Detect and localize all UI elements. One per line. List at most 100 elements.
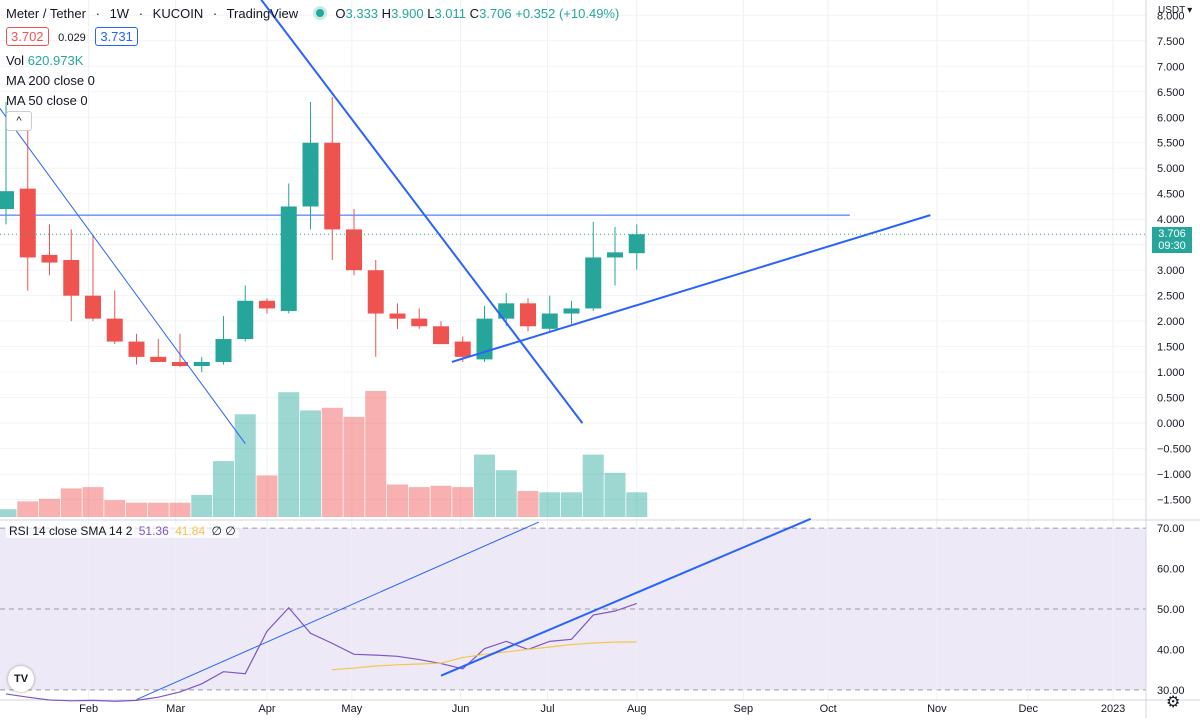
- volume-bar: [474, 454, 495, 517]
- interval-label[interactable]: 1W: [109, 6, 130, 21]
- volume-bar: [561, 492, 582, 517]
- bid-ask-row: 3.702 0.029 3.731: [6, 27, 144, 46]
- price-tick-label: 7.000: [1157, 61, 1185, 73]
- candle-body: [563, 308, 580, 314]
- volume-bar: [169, 502, 191, 517]
- currency-label[interactable]: USDT ▾: [1158, 5, 1192, 16]
- candle-body: [628, 234, 645, 254]
- price-tick-label: 0.500: [1157, 393, 1185, 405]
- volume-bar: [387, 484, 408, 517]
- volume-bar: [495, 470, 517, 517]
- candle-body: [585, 257, 602, 309]
- price-tick-label: 1.500: [1157, 342, 1185, 354]
- collapse-legend-button[interactable]: ^: [6, 111, 32, 131]
- time-tick-label: Feb: [79, 703, 98, 715]
- trendline: [260, 0, 584, 424]
- price-tick-label: 8.000: [1157, 10, 1185, 22]
- rsi-title: RSI 14 close SMA 14 2: [9, 524, 133, 538]
- tradingview-logo-icon[interactable]: TV: [8, 666, 34, 692]
- candle-body: [498, 303, 515, 319]
- trendline: [451, 214, 931, 363]
- volume-bar: [626, 492, 648, 517]
- volume-bar: [321, 407, 343, 517]
- rsi-tick-label: 70.00: [1157, 523, 1185, 535]
- candle-body: [476, 318, 493, 360]
- rsi-extra: ∅ ∅: [211, 524, 236, 538]
- market-status-dot-icon: [315, 9, 324, 17]
- source-label: TradingView: [226, 6, 299, 21]
- candle-body: [607, 252, 623, 258]
- candle-body: [128, 341, 145, 357]
- volume-bar: [300, 410, 321, 517]
- volume-bar: [539, 492, 561, 517]
- rsi-legend[interactable]: RSI 14 close SMA 14 2 51.36 41.84 ∅ ∅: [6, 524, 239, 538]
- volume-bar: [430, 485, 452, 517]
- rsi-tick-label: 60.00: [1157, 564, 1185, 576]
- candle-body: [367, 270, 384, 314]
- price-tick-label: −1.500: [1157, 495, 1191, 507]
- volume-bar: [17, 501, 39, 517]
- ohlc-low-label: L: [427, 6, 435, 21]
- rsi-tick-label: 50.00: [1157, 604, 1185, 616]
- volume-bar: [82, 487, 104, 517]
- candle-body: [63, 260, 80, 296]
- candle-body: [541, 313, 558, 329]
- ohlc-change: +0.352 (+10.49%): [515, 6, 620, 21]
- exchange-label: KUCOIN: [152, 6, 204, 21]
- last-price-value: 3.706: [1158, 228, 1186, 241]
- bar-countdown: 09:30: [1158, 240, 1186, 253]
- time-tick-label: 2023: [1101, 703, 1125, 715]
- volume-bar: [126, 502, 147, 517]
- time-tick-label: Aug: [627, 703, 647, 715]
- ma50-legend[interactable]: MA 50 close 0: [6, 93, 88, 108]
- ohlc-open: 3.333: [345, 6, 379, 21]
- ohlc-low: 3.011: [434, 6, 467, 21]
- volume-bar: [0, 509, 17, 517]
- volume-bar: [343, 416, 365, 517]
- ohlc-close: 3.706: [479, 6, 512, 21]
- symbol-name[interactable]: Meter / Tether: [6, 6, 86, 21]
- ohlc-high-label: H: [381, 6, 392, 21]
- volume-bar: [278, 392, 300, 517]
- candle-body: [346, 229, 362, 271]
- volume-bar: [104, 500, 126, 517]
- price-tick-label: 6.500: [1157, 87, 1185, 99]
- volume-bar: [60, 488, 82, 517]
- rsi-sma-value: 41.84: [175, 524, 206, 538]
- volume-bar: [604, 472, 626, 517]
- candle-body: [19, 188, 36, 258]
- chevron-up-icon: ^: [16, 115, 22, 127]
- candle-body: [172, 361, 188, 367]
- sell-price-button[interactable]: 3.702: [6, 27, 49, 46]
- price-tick-label: 5.000: [1157, 163, 1185, 175]
- candle-body: [520, 303, 536, 327]
- candle-body: [150, 356, 167, 362]
- price-tick-label: −1.000: [1157, 469, 1191, 481]
- ma200-legend[interactable]: MA 200 close 0: [6, 73, 95, 88]
- gear-icon[interactable]: ⚙: [1166, 694, 1181, 711]
- currency-text: USDT: [1158, 5, 1186, 16]
- time-tick-label: Jul: [541, 703, 555, 715]
- volume-bar: [256, 475, 278, 517]
- price-tick-label: 1.000: [1157, 367, 1185, 379]
- candle-body: [324, 142, 341, 230]
- candle-body: [259, 300, 275, 309]
- volume-bar: [191, 494, 213, 517]
- price-tick-label: 3.000: [1157, 265, 1185, 277]
- volume-value: 620.973K: [27, 53, 84, 68]
- candle-body: [0, 191, 14, 210]
- rsi-trendline: [136, 521, 540, 701]
- price-tick-label: 0.000: [1157, 418, 1185, 430]
- buy-price-button[interactable]: 3.731: [95, 27, 138, 46]
- chevron-down-icon: ▾: [1187, 5, 1193, 16]
- price-tick-label: 4.000: [1157, 214, 1185, 226]
- price-tick-label: 6.000: [1157, 112, 1185, 124]
- trendline: [0, 107, 246, 444]
- volume-bar: [365, 390, 387, 517]
- volume-legend[interactable]: Vol 620.973K: [6, 53, 83, 68]
- time-tick-label: Nov: [927, 703, 947, 715]
- symbol-legend: Meter / Tether · 1W · KUCOIN · TradingVi…: [6, 6, 620, 21]
- ohlc-open-label: O: [335, 6, 346, 21]
